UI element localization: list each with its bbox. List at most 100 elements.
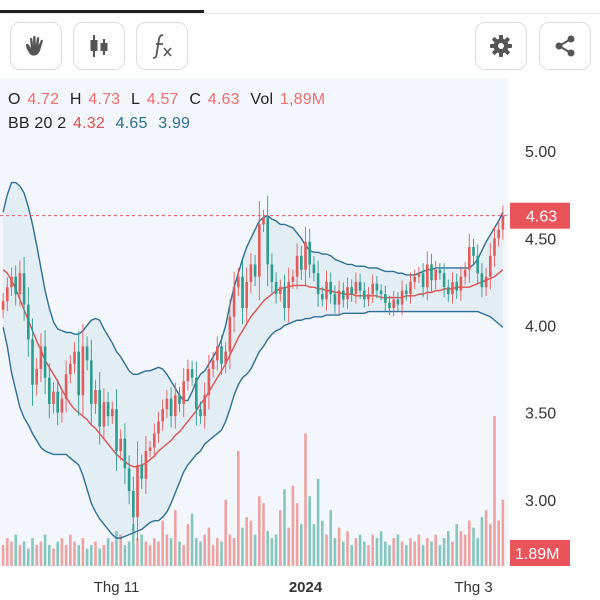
candle-body [14, 276, 17, 295]
bb-lower-line [2, 310, 504, 539]
volume-bar [237, 450, 240, 566]
volume-bar [384, 541, 387, 566]
candle-body [132, 491, 135, 518]
candle-body [73, 351, 76, 364]
candle-body [245, 281, 248, 309]
volume-bar [421, 545, 425, 566]
volume-bar [249, 520, 253, 566]
candle-body [10, 276, 13, 288]
volume-bar [459, 531, 463, 566]
volume-bar [56, 541, 59, 566]
settings-button[interactable] [475, 22, 527, 70]
candle-body [426, 264, 429, 288]
volume-bar [342, 541, 345, 566]
axis-price-labels: 4.63 1.89M [510, 202, 570, 566]
volume-bar [321, 520, 324, 566]
volume-value: 1,89M [279, 91, 326, 108]
volume-bar [195, 538, 198, 566]
volume-bar [484, 510, 488, 566]
candle-body [186, 369, 190, 382]
candle-body [85, 346, 89, 361]
candle-body [438, 269, 442, 274]
price-chart[interactable]: 5.00 4.50 4.00 3.50 3.00 Thg 11 2024 Thg 3 4.6… [0, 78, 600, 600]
share-icon [555, 35, 575, 57]
volume-bar [413, 541, 416, 566]
volume-bar [77, 545, 80, 566]
candle-body [136, 464, 139, 518]
volume-bar [287, 527, 290, 566]
low-value: 4.57 [146, 91, 179, 108]
volume-bar [207, 527, 211, 566]
candle-body [287, 281, 290, 309]
volume-bar [22, 541, 26, 566]
volume-bar [258, 496, 261, 566]
y-tick-label: 3.50 [525, 406, 556, 423]
volume-bar [31, 538, 34, 566]
volume-bar [1, 545, 5, 566]
volume-bar [329, 510, 332, 566]
last-volume-tag-text: 1.89M [515, 546, 559, 563]
candle-body [127, 468, 131, 492]
volume-bar [232, 538, 236, 566]
candle-body [39, 346, 43, 370]
candle-body [178, 395, 181, 404]
candle-body [489, 255, 492, 277]
volume-bar [106, 538, 110, 566]
volume-bar [169, 538, 173, 566]
bb-upper-value: 4.65 [115, 115, 148, 132]
volume-bar [253, 534, 257, 566]
volume-bar [442, 538, 446, 566]
candle-body [274, 281, 278, 295]
volume-bar [363, 541, 366, 566]
volume-bar [262, 503, 265, 566]
volume-bar [350, 545, 353, 566]
share-button[interactable] [539, 22, 591, 70]
volume-bar [295, 503, 299, 566]
hand-tool-button[interactable] [10, 22, 62, 70]
volume-bar [60, 538, 64, 566]
candles-tool-button[interactable] [73, 22, 125, 70]
candle-body [153, 433, 156, 448]
candle-body [31, 339, 34, 385]
candle-body [18, 273, 22, 295]
bb-basis-line [2, 269, 504, 468]
candle-body [144, 450, 148, 479]
candle-body [199, 409, 202, 417]
volume-bar [266, 531, 269, 566]
volume-bar [312, 524, 316, 566]
candle-body [148, 447, 152, 451]
price-axis[interactable]: 5.00 4.50 4.00 3.50 3.00 [525, 144, 556, 510]
candle-body [283, 287, 286, 309]
volume-bar [123, 545, 127, 566]
candle-body [417, 273, 421, 277]
candle-body [182, 381, 185, 404]
candle-body [6, 287, 9, 302]
volume-bar [468, 520, 471, 566]
candle-body [392, 299, 395, 309]
candle-body [447, 287, 450, 295]
volume-bar [358, 534, 362, 566]
candle-body [190, 369, 194, 378]
candle-body [459, 276, 463, 291]
candle-body [421, 273, 425, 288]
candle-body [300, 255, 303, 270]
volume-bar [430, 541, 433, 566]
volume-bar [14, 534, 17, 566]
time-axis[interactable]: Thg 11 2024 Thg 3 [94, 579, 493, 596]
volume-bar [472, 527, 475, 566]
candle-body [371, 283, 374, 295]
volume-bar [178, 541, 181, 566]
candle-body [434, 269, 437, 281]
candle-body [442, 273, 446, 288]
volume-bar [199, 541, 202, 566]
last-volume-tag [510, 540, 570, 566]
volume-bar [157, 541, 160, 566]
candle-body [413, 276, 416, 282]
x-tick-label: Thg 3 [454, 579, 492, 596]
volume-bar [375, 538, 379, 566]
candle-body [64, 374, 68, 399]
volume-bar [115, 531, 118, 566]
candle-body [363, 290, 366, 300]
indicators-button[interactable] [136, 22, 188, 70]
volume-bar [367, 545, 370, 566]
